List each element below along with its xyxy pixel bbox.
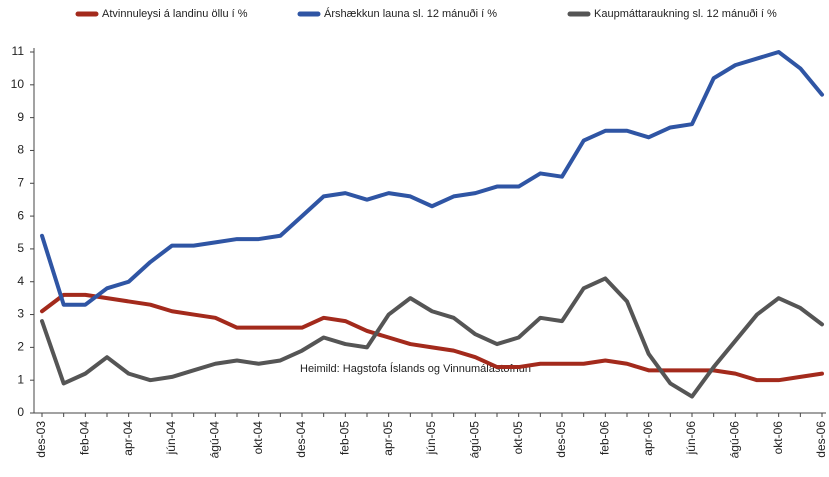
y-tick-label: 6 [17,208,24,222]
y-tick-label: 1 [17,372,24,386]
x-tick-label: feb-04 [78,421,92,455]
legend-label: Atvinnuleysi á landinu öllu í % [102,8,248,20]
series-line [40,50,824,307]
x-tick-label: des-03 [34,421,48,458]
y-tick-label: 0 [17,405,24,419]
y-tick-label: 2 [17,340,24,354]
x-tick-label: okt-05 [511,421,525,455]
y-tick-label: 7 [17,175,24,189]
x-tick-label: jún-06 [684,421,698,456]
x-tick-label: okt-04 [251,421,265,455]
x-tick-label: des-06 [814,421,828,458]
y-tick-label: 5 [17,241,24,255]
annotation: Heimild: Hagstofa Íslands og Vinnumálast… [300,362,531,375]
x-tick-label: ágú-06 [728,421,742,459]
y-tick-label: 3 [17,307,24,321]
legend-label: Kaupmáttaraukning sl. 12 mánuði í % [594,8,777,20]
y-tick-label: 10 [11,77,25,91]
x-tick-label: des-04 [294,421,308,458]
y-tick-label: 11 [12,44,25,58]
y-tick-label: 8 [17,143,24,157]
x-tick-label: jún-04 [164,421,178,456]
x-tick-label: apr-05 [381,421,395,456]
y-tick-label: 9 [17,110,24,124]
x-tick-label: feb-05 [338,421,352,455]
series-line [40,276,824,399]
x-tick-label: des-05 [554,421,568,458]
x-tick-label: apr-04 [121,421,135,456]
series-line [40,292,824,383]
x-tick-label: apr-06 [641,421,655,456]
x-tick-label: ágú-04 [208,421,222,459]
x-tick-label: jún-05 [424,421,438,456]
y-tick-label: 4 [17,274,24,288]
x-tick-label: okt-06 [771,421,785,455]
legend-label: Árshækkun launa sl. 12 mánuði í % [324,7,497,20]
x-tick-label: feb-06 [598,421,612,455]
x-tick-label: ágú-05 [468,421,482,459]
